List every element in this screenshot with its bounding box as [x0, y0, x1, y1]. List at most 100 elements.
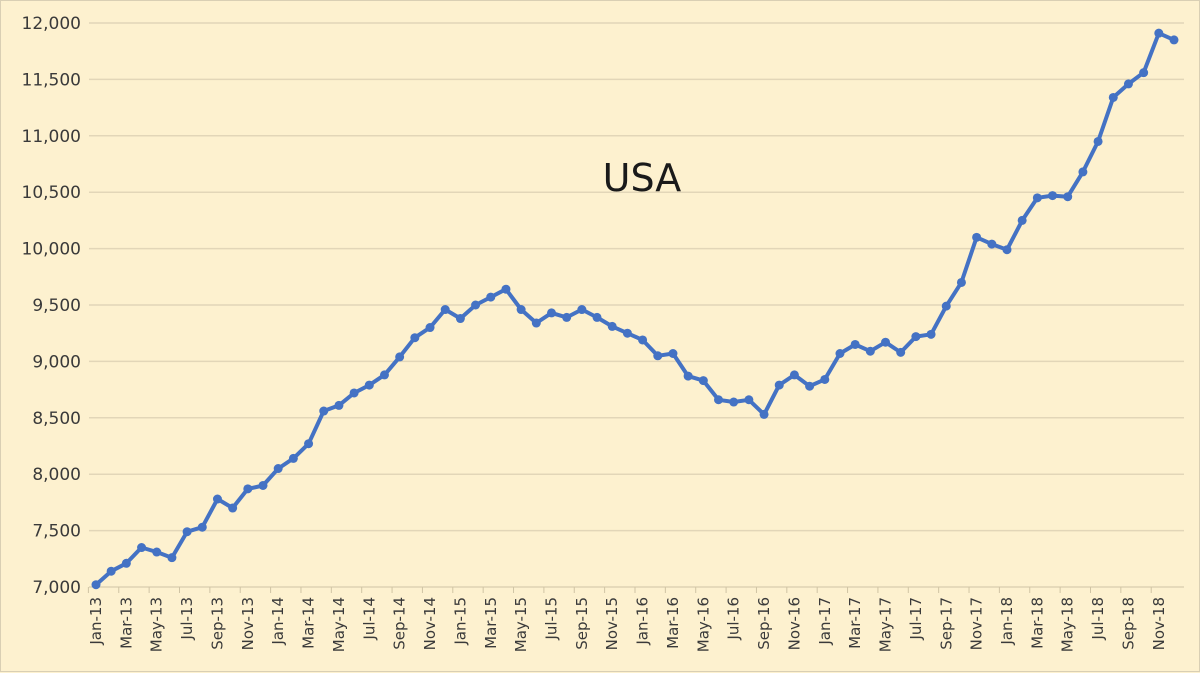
- x-tick-label: Jul-16: [725, 597, 743, 641]
- data-point-marker: [91, 580, 101, 590]
- data-point-marker: [1078, 167, 1088, 177]
- y-tick-label: 10,500: [22, 183, 81, 203]
- data-point-marker: [455, 314, 465, 324]
- x-tick-label: Mar-13: [117, 597, 135, 649]
- x-tick-label: Jan-14: [269, 597, 287, 646]
- y-tick-label: 8,500: [32, 409, 81, 429]
- data-point-marker: [319, 406, 329, 416]
- data-point-marker: [1063, 192, 1073, 202]
- data-point-marker: [653, 351, 663, 361]
- x-tick-label: Mar-16: [664, 597, 682, 649]
- data-point-marker: [592, 312, 602, 322]
- data-point-marker: [835, 349, 845, 359]
- data-point-marker: [759, 409, 769, 419]
- data-point-marker: [865, 346, 875, 356]
- y-tick-label: 10,000: [22, 240, 81, 260]
- data-point-marker: [273, 464, 283, 474]
- x-tick-label: May-17: [877, 597, 895, 652]
- data-point-marker: [668, 349, 678, 359]
- data-point-marker: [395, 352, 405, 362]
- data-point-marker: [820, 374, 830, 384]
- data-point-marker: [379, 370, 389, 380]
- data-point-marker: [531, 318, 541, 328]
- data-point-marker: [471, 300, 481, 310]
- data-point-marker: [501, 284, 511, 294]
- data-point-marker: [243, 484, 253, 494]
- data-point-marker: [212, 494, 222, 504]
- data-point-marker: [1169, 35, 1179, 45]
- data-point-marker: [1093, 136, 1103, 146]
- data-point-marker: [987, 239, 997, 249]
- data-point-marker: [622, 328, 632, 338]
- data-point-marker: [638, 335, 648, 345]
- x-tick-label: Jul-14: [360, 597, 378, 641]
- x-tick-label: Jan-18: [998, 597, 1016, 646]
- data-point-marker: [789, 370, 799, 380]
- data-point-marker: [1002, 245, 1012, 255]
- y-tick-label: 7,500: [32, 522, 81, 542]
- x-tick-label: Mar-15: [482, 597, 500, 649]
- data-point-marker: [167, 553, 177, 563]
- data-point-marker: [1139, 68, 1149, 78]
- data-point-marker: [972, 232, 982, 242]
- x-tick-label: May-15: [512, 597, 530, 652]
- x-tick-label: Jan-13: [87, 597, 105, 646]
- x-tick-label: Jan-15: [451, 597, 469, 646]
- data-point-marker: [440, 305, 450, 315]
- data-point-marker: [941, 301, 951, 311]
- data-point-marker: [881, 337, 891, 347]
- gridlines: [89, 22, 1184, 532]
- data-point-marker: [1032, 193, 1042, 203]
- data-point-marker: [698, 376, 708, 386]
- data-point-marker: [410, 333, 420, 343]
- data-point-marker: [546, 308, 556, 318]
- data-point-marker: [152, 547, 162, 557]
- data-point-marker: [683, 371, 693, 381]
- data-point-marker: [562, 312, 572, 322]
- data-point-marker: [926, 329, 936, 339]
- x-tick-label: May-13: [148, 597, 166, 652]
- data-point-marker: [896, 347, 906, 357]
- x-tick-label: Nov-18: [1150, 597, 1168, 650]
- data-point-marker: [714, 395, 724, 405]
- y-tick-label: 8,000: [32, 465, 81, 485]
- x-axis: Jan-13 Mar-13 May-13 Jul-13 Sep-13 Nov-13 Jan-…: [87, 586, 1184, 652]
- data-point-marker: [304, 439, 314, 449]
- data-point-marker: [486, 292, 496, 302]
- data-point-marker: [805, 381, 815, 391]
- data-point-marker: [1108, 92, 1118, 102]
- x-tick-label: Jul-13: [178, 597, 196, 641]
- data-point-marker: [1123, 79, 1133, 89]
- x-tick-label: Mar-14: [300, 597, 318, 649]
- x-tick-label: Jan-17: [816, 597, 834, 646]
- data-point-marker: [911, 332, 921, 342]
- data-point-marker: [288, 453, 298, 463]
- x-tick-label: Jul-17: [907, 597, 925, 641]
- y-axis: 7,000 7,500 8,000 8,500 9,000 9,500 10,000 10,5…: [22, 14, 81, 598]
- data-point-marker: [137, 543, 147, 553]
- data-point-marker: [425, 323, 435, 333]
- data-point-marker: [1017, 215, 1027, 225]
- y-tick-label: 12,000: [22, 14, 81, 34]
- data-point-marker: [106, 566, 116, 576]
- x-tick-label: Nov-15: [603, 597, 621, 650]
- data-point-marker: [577, 305, 587, 315]
- y-tick-label: 11,500: [22, 70, 81, 90]
- x-tick-label: Nov-16: [785, 597, 803, 650]
- data-point-marker: [197, 522, 207, 532]
- data-point-marker: [516, 305, 526, 315]
- x-tick-label: Sep-14: [391, 597, 409, 650]
- x-tick-label: May-16: [694, 597, 712, 652]
- data-point-marker: [334, 400, 344, 410]
- x-tick-label: Jul-18: [1089, 597, 1107, 641]
- y-tick-label: 7,000: [32, 578, 81, 598]
- data-point-marker: [349, 388, 359, 398]
- x-tick-label: Nov-13: [239, 597, 257, 650]
- data-point-marker: [774, 380, 784, 390]
- x-tick-label: Mar-18: [1028, 597, 1046, 649]
- x-tick-label: Jul-15: [542, 597, 560, 641]
- data-point-marker: [956, 277, 966, 287]
- x-tick-label: Sep-15: [573, 597, 591, 650]
